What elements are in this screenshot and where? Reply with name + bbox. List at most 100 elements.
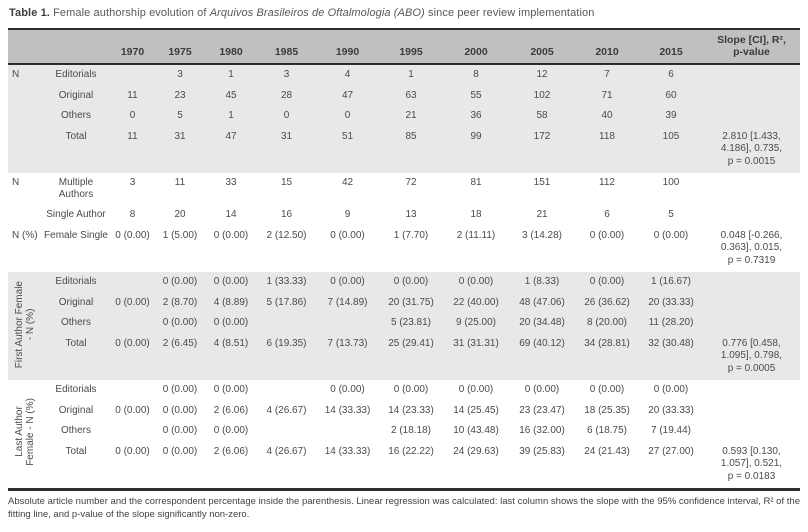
table-cell: 0 (0.00) bbox=[110, 333, 155, 380]
year-header: 1990 bbox=[316, 29, 379, 65]
table-cell: 0 (0.00) bbox=[213, 384, 249, 395]
year-header: 1995 bbox=[379, 29, 443, 65]
table-row: Original 0 (0.00) 2 (8.70) 4 (8.89) 5 (17.86… bbox=[8, 292, 800, 313]
table-cell: 0 (0.00) bbox=[205, 272, 257, 293]
table-row: Total 11 31 47 31 51 85 99 172 118 105 2.810 [1.433… bbox=[8, 126, 800, 173]
table-row: Total 0 (0.00) 2 (6.45) 4 (8.51) 6 (19.35) 7 … bbox=[8, 333, 800, 380]
table-row: N Editorials 3 1 3 4 1 8 12 7 6 bbox=[8, 64, 800, 86]
table-cell: 0 (0.00) bbox=[115, 445, 150, 457]
table-cell: 27 (27.00) bbox=[648, 445, 694, 457]
row-label: Others bbox=[42, 106, 110, 127]
table-cell: 0 (0.00) bbox=[213, 229, 249, 241]
slope-line: 0.048 [-0.266, bbox=[720, 229, 783, 241]
table-cell: 16 (22.22) bbox=[388, 445, 434, 457]
row-group-label bbox=[8, 126, 42, 173]
table-cell: 4 (8.51) bbox=[205, 333, 257, 380]
table-cell: 23 (23.47) bbox=[519, 404, 565, 416]
table-cell bbox=[110, 313, 155, 334]
table-cell: 32 (30.48) bbox=[639, 333, 703, 380]
slope-header-line2: p-value bbox=[733, 46, 770, 58]
slope-header: Slope [CI], R², p-value bbox=[703, 29, 800, 65]
table-number: Table 1. bbox=[9, 7, 50, 19]
table-cell: 14 (23.33) bbox=[388, 404, 434, 416]
table-cell: 33 bbox=[225, 177, 237, 188]
table-cell: 11 bbox=[110, 85, 155, 106]
table-cell: 100 bbox=[662, 177, 680, 188]
table-cell: 11 bbox=[174, 177, 186, 188]
table-cell: 2 (6.06) bbox=[213, 445, 249, 457]
slope-line: 1.057], 0.521, bbox=[720, 458, 783, 469]
table-cell: 9 (25.00) bbox=[443, 313, 509, 334]
table-cell: 0 (0.00) bbox=[110, 292, 155, 313]
table-row: Total 0 (0.00) 0 (0.00) 2 (6.06) 4 (26.67) 14… bbox=[8, 442, 800, 490]
row-label: Multiple Authors bbox=[58, 177, 94, 200]
table-cell: 1 (16.67) bbox=[639, 272, 703, 293]
table-cell bbox=[316, 313, 379, 334]
table-cell: 4 bbox=[316, 64, 379, 86]
table-cell: 1 (7.70) bbox=[393, 229, 429, 241]
slope-cell bbox=[703, 106, 800, 127]
table-cell bbox=[110, 64, 155, 86]
row-group-label bbox=[8, 205, 42, 226]
table-cell: 20 (34.48) bbox=[509, 313, 575, 334]
table-cell bbox=[110, 272, 155, 293]
table-cell: 26 (36.62) bbox=[575, 292, 639, 313]
table-cell: 20 (33.33) bbox=[639, 292, 703, 313]
section-vertical-label: Last Author Female - N (%) bbox=[8, 380, 42, 490]
table-cell: 8 bbox=[129, 209, 136, 220]
table-cell: 0 (0.00) bbox=[589, 384, 625, 395]
table-row: Last Author Female - N (%) Editorials 0 (0.… bbox=[8, 380, 800, 466]
slope-line: p = 0.7319 bbox=[727, 254, 776, 266]
row-label: Editorials bbox=[42, 272, 110, 293]
table-cell: 5 (17.86) bbox=[257, 292, 316, 313]
table-row: Original 11 23 45 28 47 63 55 102 71 60 bbox=[8, 85, 800, 106]
table-cell: 10 (43.48) bbox=[453, 425, 499, 436]
year-header: 2000 bbox=[443, 29, 509, 65]
year-header: 1980 bbox=[205, 29, 257, 65]
section-first-author-female: First Author Female - N (%) Editorials 0 (0… bbox=[8, 272, 800, 380]
table-row: Original 0 (0.00) 0 (0.00) 2 (6.06) 4 (26.67… bbox=[8, 401, 800, 422]
table-cell: 0 (0.00) bbox=[155, 272, 205, 293]
table-cell: 0 (0.00) bbox=[458, 384, 494, 395]
slope-cell: 0.048 [-0.266, 0.363], 0.015, p = 0.7319 bbox=[703, 226, 800, 273]
table-cell: 39 (25.83) bbox=[519, 445, 565, 457]
table-cell: 16 bbox=[280, 209, 293, 220]
table-cell bbox=[257, 380, 316, 401]
table-cell: 3 bbox=[257, 64, 316, 86]
table-cell: 69 (40.12) bbox=[509, 333, 575, 380]
slope-cell bbox=[703, 64, 800, 86]
table-cell: 0 (0.00) bbox=[524, 384, 560, 395]
slope-cell bbox=[703, 205, 800, 226]
table-cell: 0 (0.00) bbox=[330, 229, 365, 241]
vertical-label-line: First Author Female bbox=[14, 280, 25, 368]
table-cell: 112 bbox=[599, 177, 615, 188]
table-cell: 8 bbox=[443, 64, 509, 86]
table-cell: 21 bbox=[379, 106, 443, 127]
table-cell: 1 bbox=[379, 64, 443, 86]
table-cell: 4 (26.67) bbox=[266, 445, 307, 457]
table-cell: 12 bbox=[509, 64, 575, 86]
vertical-label-text: First Author Female - N (%) bbox=[14, 281, 36, 368]
slope-line: 2.810 [1.433, bbox=[722, 130, 781, 142]
table-cell: 60 bbox=[639, 85, 703, 106]
table-cell: 15 bbox=[280, 177, 293, 188]
table-cell: 23 bbox=[155, 85, 205, 106]
table-cell: 40 bbox=[575, 106, 639, 127]
row-group-label: N bbox=[8, 64, 42, 86]
table-header: 1970 1975 1980 1985 1990 1995 2000 2005 … bbox=[8, 29, 800, 65]
row-label: Others bbox=[60, 425, 91, 436]
table-cell: 11 bbox=[110, 126, 155, 173]
table-cell: 31 bbox=[155, 126, 205, 173]
table-cell bbox=[257, 421, 316, 442]
table-cell: 6 (19.35) bbox=[257, 333, 316, 380]
table-cell: 0 (0.00) bbox=[443, 272, 509, 293]
slope-cell: 2.810 [1.433, 4.186], 0.735, p = 0.0015 bbox=[703, 126, 800, 173]
table-cell: 6 bbox=[604, 209, 610, 220]
year-header: 2005 bbox=[509, 29, 575, 65]
slope-cell bbox=[703, 380, 800, 401]
table-cell: 72 bbox=[405, 177, 417, 188]
table-cell: 172 bbox=[509, 126, 575, 173]
table-row: First Author Female - N (%) Editorials 0 (0… bbox=[8, 272, 800, 380]
table-cell: 0 (0.00) bbox=[213, 425, 249, 436]
table-cell: 7 (19.44) bbox=[650, 425, 692, 436]
